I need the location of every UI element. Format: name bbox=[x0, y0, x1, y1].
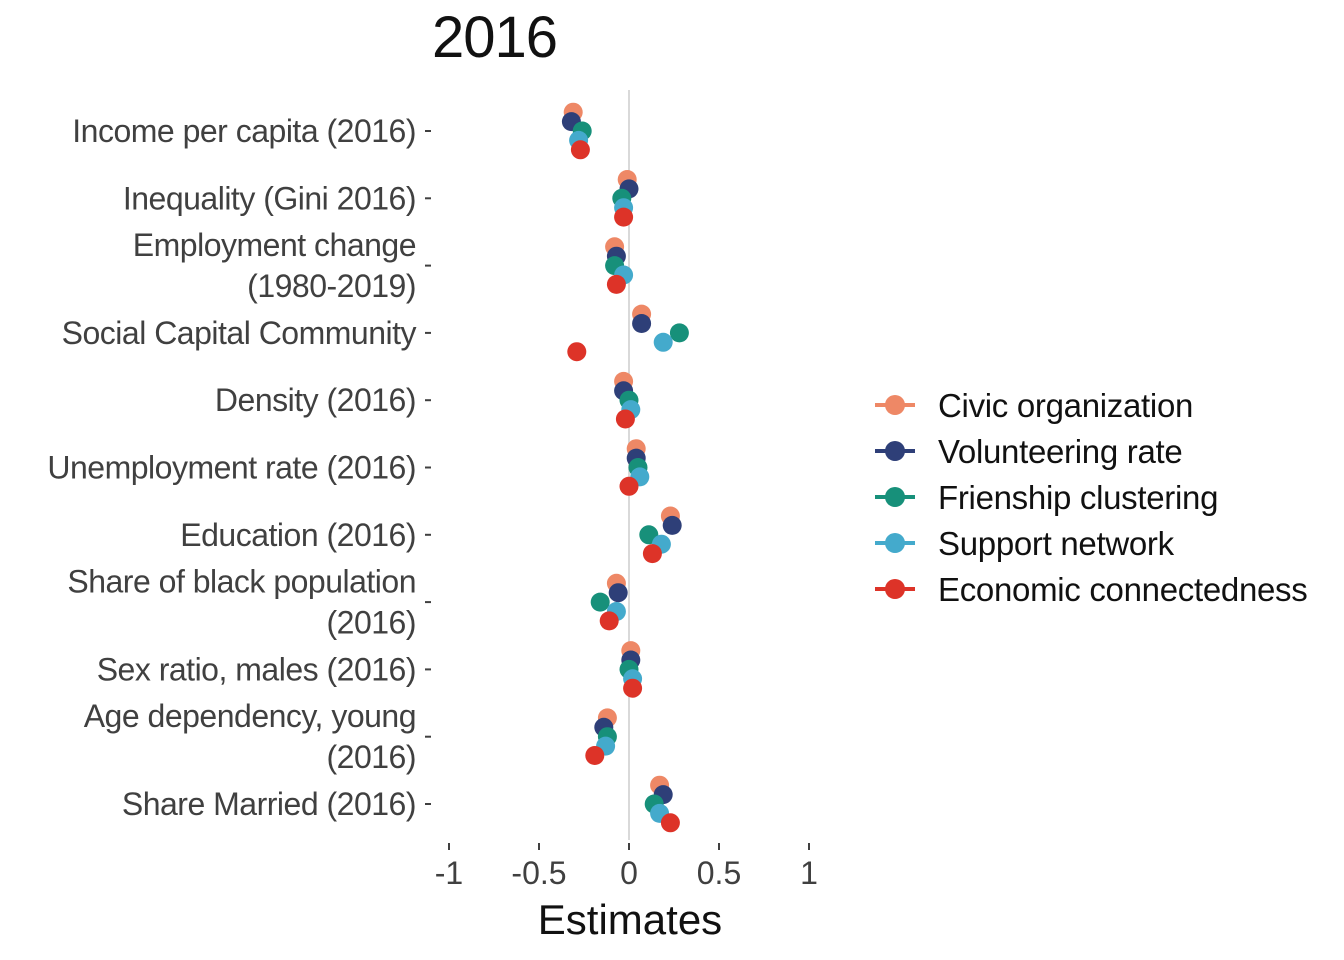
y-tick-label: Inequality (Gini 2016) bbox=[123, 180, 416, 216]
data-point bbox=[590, 592, 610, 612]
chart-title: 2016 bbox=[432, 5, 558, 70]
y-tick-label: Share Married (2016) bbox=[122, 786, 416, 822]
x-tick-label: 0 bbox=[620, 855, 638, 891]
legend-label: Economic connectedness bbox=[938, 571, 1307, 608]
data-point bbox=[642, 544, 662, 564]
data-point bbox=[570, 140, 590, 160]
y-tick-label: Social Capital Community bbox=[62, 315, 417, 351]
data-point bbox=[614, 207, 634, 227]
legend-key-point bbox=[885, 395, 905, 415]
x-tick-label: -1 bbox=[435, 855, 463, 891]
data-point bbox=[599, 611, 619, 631]
x-tick-label: 1 bbox=[800, 855, 818, 891]
data-point bbox=[608, 583, 628, 603]
data-point bbox=[567, 342, 587, 362]
data-point bbox=[662, 515, 682, 535]
y-tick-label: (2016) bbox=[327, 605, 417, 641]
data-point bbox=[623, 678, 643, 698]
y-tick-label: Share of black population bbox=[67, 564, 416, 600]
y-tick-label: (2016) bbox=[327, 739, 417, 775]
y-tick-label: Income per capita (2016) bbox=[72, 113, 416, 149]
data-point bbox=[669, 323, 689, 343]
y-tick-label: Age dependency, young bbox=[84, 698, 416, 734]
x-axis-label: Estimates bbox=[538, 896, 722, 943]
data-point bbox=[660, 813, 680, 833]
legend-label: Frienship clustering bbox=[938, 479, 1218, 516]
data-point bbox=[615, 409, 635, 429]
y-tick-label: Education (2016) bbox=[180, 517, 416, 553]
legend-label: Volunteering rate bbox=[938, 433, 1182, 470]
y-tick-label: Sex ratio, males (2016) bbox=[97, 651, 416, 687]
legend-key-point bbox=[885, 441, 905, 461]
data-point bbox=[619, 476, 639, 496]
legend-label: Civic organization bbox=[938, 387, 1193, 424]
legend-label: Support network bbox=[938, 525, 1175, 562]
data-point bbox=[585, 746, 605, 765]
y-tick-label: Density (2016) bbox=[215, 382, 416, 418]
y-tick-label: Unemployment rate (2016) bbox=[47, 450, 416, 486]
x-tick-label: 0.5 bbox=[697, 855, 741, 891]
legend-key-point bbox=[885, 579, 905, 599]
y-tick-label: (1980-2019) bbox=[247, 268, 416, 304]
y-tick-label: Employment change bbox=[133, 227, 416, 263]
legend-key-point bbox=[885, 487, 905, 507]
legend-key-point bbox=[885, 533, 905, 553]
data-point bbox=[606, 274, 626, 294]
data-point bbox=[632, 314, 652, 333]
data-point bbox=[653, 332, 673, 352]
x-tick-label: -0.5 bbox=[511, 855, 566, 891]
